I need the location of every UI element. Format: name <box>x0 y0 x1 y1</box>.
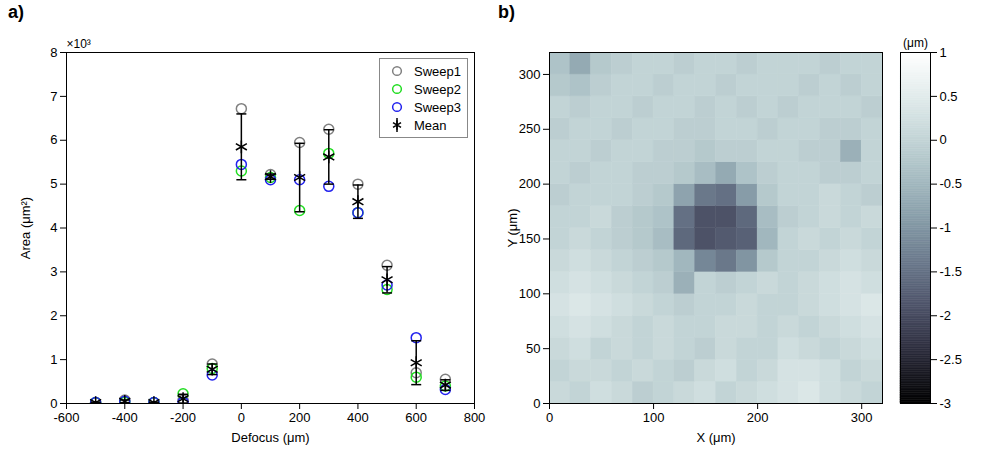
svg-text:800: 800 <box>464 410 486 425</box>
svg-text:6: 6 <box>50 132 57 147</box>
svg-text:0.5: 0.5 <box>940 89 958 104</box>
svg-text:X (μm): X (μm) <box>696 430 735 445</box>
svg-text:5: 5 <box>50 176 57 191</box>
svg-text:-1.5: -1.5 <box>940 264 962 279</box>
svg-text:-2: -2 <box>940 308 952 323</box>
html-text:Sweep2: Sweep2 <box>414 81 461 97</box>
html-text:b): b) <box>498 2 515 22</box>
svg-text:7: 7 <box>50 89 57 104</box>
html-text:Sweep1: Sweep1 <box>414 63 461 79</box>
svg-text:Y (μm): Y (μm) <box>505 208 520 247</box>
svg-text:100: 100 <box>519 286 541 301</box>
svg-text:×10³: ×10³ <box>67 37 91 51</box>
html-text:a): a) <box>8 2 24 22</box>
svg-text:0: 0 <box>533 396 540 411</box>
svg-text:8: 8 <box>50 45 57 60</box>
svg-text:4: 4 <box>50 220 57 235</box>
svg-text:-1: -1 <box>940 220 952 235</box>
svg-text:200: 200 <box>289 410 311 425</box>
svg-text:300: 300 <box>851 410 873 425</box>
svg-text:1: 1 <box>50 352 57 367</box>
svg-text:400: 400 <box>347 410 369 425</box>
svg-text:(μm): (μm) <box>903 36 928 50</box>
svg-text:100: 100 <box>643 410 665 425</box>
svg-text:200: 200 <box>747 410 769 425</box>
svg-text:Defocus (μm): Defocus (μm) <box>231 430 309 445</box>
svg-text:-400: -400 <box>112 410 138 425</box>
svg-text:250: 250 <box>519 121 541 136</box>
svg-text:0: 0 <box>546 410 553 425</box>
html-text:Sweep3: Sweep3 <box>414 99 461 115</box>
svg-text:-0.5: -0.5 <box>940 176 962 191</box>
svg-text:-200: -200 <box>170 410 196 425</box>
svg-text:300: 300 <box>519 67 541 82</box>
svg-text:2: 2 <box>50 308 57 323</box>
svg-text:200: 200 <box>519 176 541 191</box>
svg-text:600: 600 <box>405 410 427 425</box>
svg-text:0: 0 <box>50 396 57 411</box>
svg-text:1: 1 <box>940 45 947 60</box>
svg-text:0: 0 <box>238 410 245 425</box>
svg-text:-600: -600 <box>53 410 79 425</box>
svg-text:Area (μm²): Area (μm²) <box>18 197 33 259</box>
html-text:Mean: Mean <box>414 117 447 133</box>
svg-text:50: 50 <box>526 341 540 356</box>
svg-text:0: 0 <box>940 132 947 147</box>
svg-text:-3: -3 <box>940 396 952 411</box>
svg-text:3: 3 <box>50 264 57 279</box>
svg-text:150: 150 <box>519 231 541 246</box>
svg-text:-2.5: -2.5 <box>940 352 962 367</box>
